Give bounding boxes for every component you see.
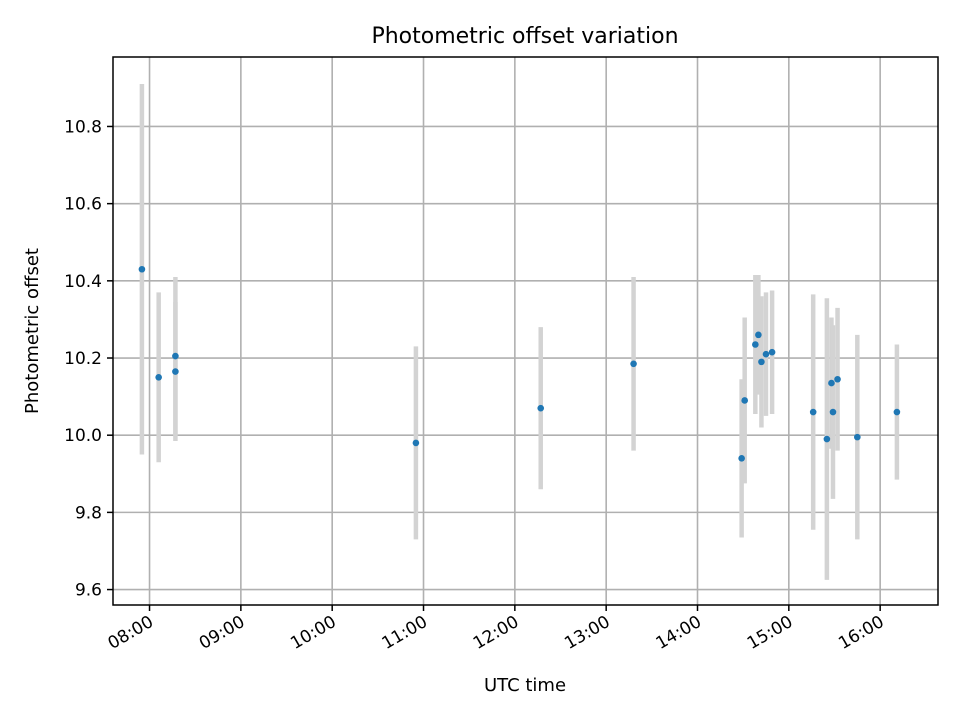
y-tick-label: 10.6: [64, 195, 102, 215]
data-point: [828, 379, 835, 387]
data-point: [138, 265, 146, 273]
data-point: [893, 408, 901, 416]
y-tick-label: 10.2: [64, 349, 102, 369]
data-point: [630, 360, 637, 368]
y-tick-label: 10.4: [64, 272, 102, 292]
data-point: [829, 408, 837, 416]
data-point: [755, 331, 762, 339]
data-point: [741, 397, 748, 404]
y-tick-label: 9.6: [75, 581, 102, 601]
data-point: [854, 433, 861, 441]
data-point: [172, 368, 179, 375]
data-point: [412, 439, 420, 447]
data-point: [768, 348, 776, 356]
data-point: [758, 358, 765, 366]
data-point: [834, 375, 841, 383]
plot-frame: [112, 56, 939, 606]
grid: [113, 57, 938, 605]
data-point: [155, 374, 162, 381]
chart-title: Photometric offset variation: [371, 24, 678, 49]
data-points: [138, 265, 901, 462]
data-point: [172, 352, 179, 360]
y-axis-label: Photometric offset: [22, 248, 43, 414]
y-tick-label: 9.8: [75, 503, 102, 523]
data-point: [537, 404, 545, 412]
y-tick-label: 10.8: [64, 117, 102, 137]
data-point: [752, 341, 759, 348]
x-axis-label: UTC time: [484, 675, 566, 696]
data-point: [762, 350, 770, 358]
data-point: [809, 408, 817, 416]
data-point: [738, 455, 745, 462]
data-point: [823, 435, 831, 443]
y-tick-label: 10.0: [64, 426, 102, 446]
